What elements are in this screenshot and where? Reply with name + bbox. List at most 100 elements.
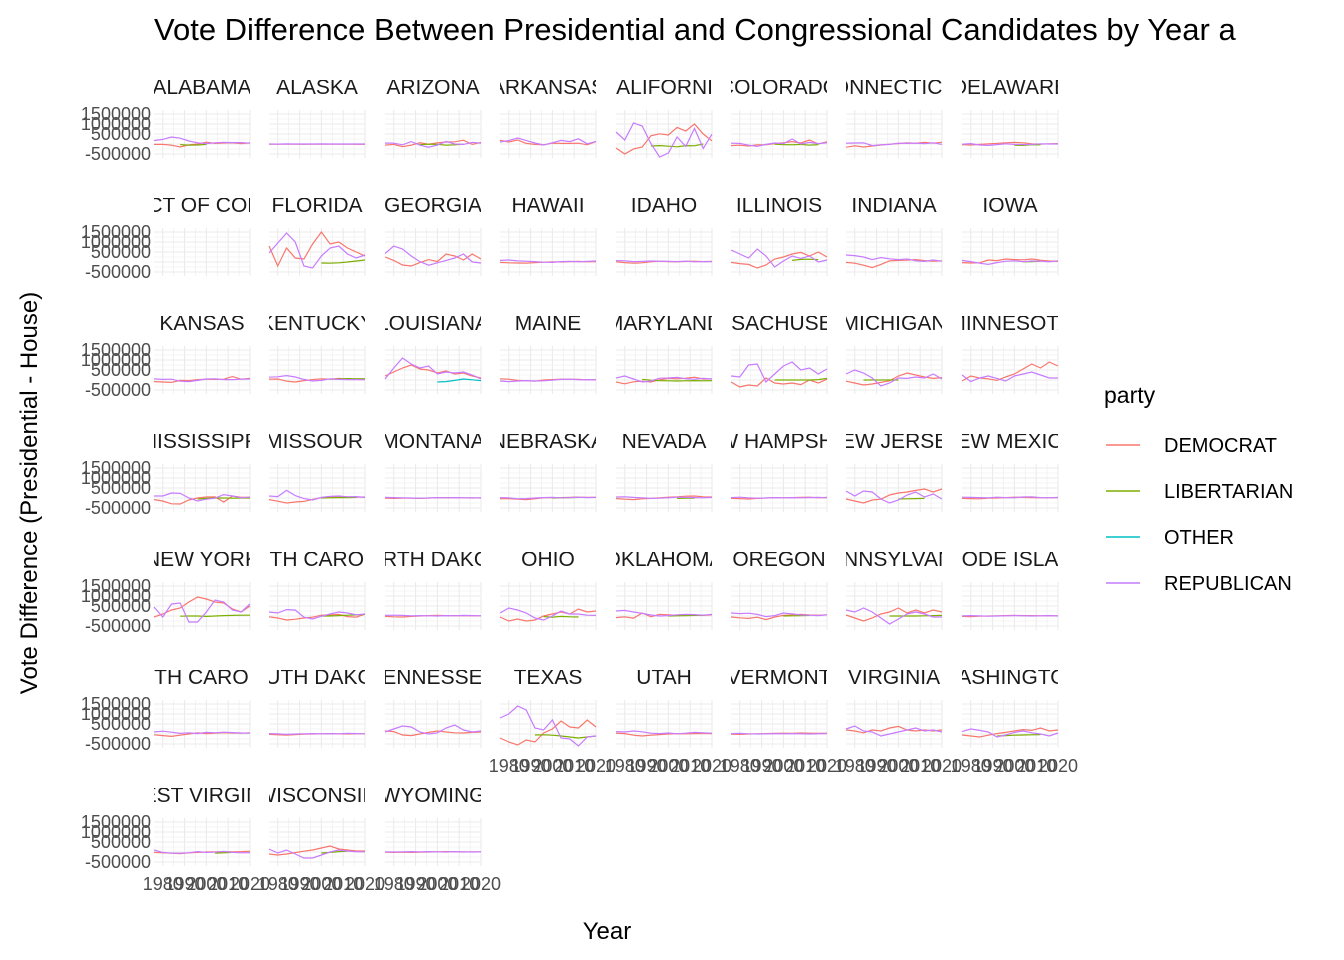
facet-strip-label: TENNESSEE <box>369 666 496 689</box>
series-line-democrat <box>961 727 1059 738</box>
series-line-republican <box>384 245 482 266</box>
x-tick-label: 1980 <box>143 874 183 894</box>
panel-grid <box>731 464 828 512</box>
series-line-democrat <box>615 732 713 737</box>
series-line-libertarian <box>321 259 366 264</box>
series-line-republican <box>268 848 365 859</box>
panel-grid <box>385 110 482 158</box>
y-tick-label: 1500000 <box>81 340 151 360</box>
series-line-republican <box>961 371 1058 383</box>
facet-strip-label: NEVADA <box>622 430 707 453</box>
series-line-democrat <box>615 376 713 385</box>
legend-title: party <box>1104 382 1156 408</box>
series-line-democrat <box>268 845 365 856</box>
x-tick-label: 2010 <box>439 874 479 894</box>
series-line-republican <box>154 492 251 502</box>
x-tick-label: 2010 <box>208 874 248 894</box>
series-line-republican <box>615 260 712 263</box>
panel-grid <box>154 228 251 276</box>
panel-grid <box>269 818 366 866</box>
series-line-republican <box>153 849 251 854</box>
series-line-libertarian <box>774 377 828 381</box>
facet-strip-label: MARYLAND <box>606 312 722 335</box>
facet-strip-label: NEW JERSEY <box>826 430 963 453</box>
legend-label: REPUBLICAN <box>1164 573 1292 595</box>
series-line-libertarian <box>650 143 704 148</box>
x-tick-label: 1980 <box>258 874 298 894</box>
series-line-libertarian <box>898 497 925 500</box>
series-line-republican <box>268 489 366 501</box>
x-tick-label: 1990 <box>165 874 205 894</box>
panel-grid <box>731 700 828 748</box>
series-line-republican <box>384 496 482 499</box>
series-line-republican <box>961 614 1059 617</box>
facet-panels: ALABAMA-50000050000010000001500000ALASKA… <box>81 76 1078 894</box>
facet-strip-label: HAWAII <box>511 194 584 217</box>
facet-strip-label: ILLINOIS <box>736 194 822 217</box>
facet-strip-label: ARIZONA <box>386 76 479 99</box>
panel-grid <box>500 228 597 276</box>
legend-label: LIBERTARIAN <box>1164 481 1293 503</box>
series-line-republican <box>845 254 943 263</box>
facet-panel: OHIO <box>499 552 597 630</box>
series-line-democrat <box>499 719 597 746</box>
series-line-libertarian <box>419 143 464 146</box>
panel-grid <box>500 110 597 158</box>
legend: party DEMOCRAT LIBERTARIAN OTHER REPUBLICAN <box>1104 382 1293 595</box>
facet-panel: OREGON <box>730 548 828 630</box>
x-tick-label: 2000 <box>648 756 688 776</box>
facet-strip-label: KENTUCKY <box>260 312 374 335</box>
x-tick-label: 2000 <box>878 756 918 776</box>
series-line-democrat <box>499 608 597 622</box>
y-tick-label: -500000 <box>85 498 151 518</box>
series-line-libertarian <box>180 143 207 146</box>
panel-grid <box>846 700 943 748</box>
panel-grid <box>962 346 1059 394</box>
facet-panel: WEST VIRGINIA -50000050000010000001500000… <box>81 788 270 894</box>
facet-panel: NORTH DAKOTA <box>384 552 482 630</box>
facet-panel: LOUISIANA <box>384 316 482 394</box>
series-line-republican <box>268 608 366 620</box>
series-line-republican <box>615 609 713 617</box>
series-line-democrat <box>845 607 943 622</box>
facet-strip-label: MONTANA <box>381 430 484 453</box>
x-tick-label: 2020 <box>1038 756 1078 776</box>
facet-strip-label: KANSAS <box>159 312 244 335</box>
facet-strip-label: ARKANSAS <box>491 76 605 99</box>
facet-panel: IDAHO <box>615 194 713 276</box>
series-line-republican <box>730 612 828 618</box>
legend-label: OTHER <box>1164 527 1234 549</box>
series-line-republican <box>730 732 828 735</box>
series-line-republican <box>615 375 713 383</box>
facet-panel: CONNECTICUT <box>845 80 943 158</box>
series-line-democrat <box>615 123 713 155</box>
x-tick-label: 1990 <box>280 874 320 894</box>
panel-grid <box>269 464 366 512</box>
facet-panel: MICHIGAN <box>845 316 943 394</box>
panel-grid <box>731 110 828 158</box>
series-line-libertarian <box>889 614 943 617</box>
x-tick-label: 2020 <box>345 874 385 894</box>
panel-grid <box>616 700 713 748</box>
panel-grid <box>269 700 366 748</box>
series-line-democrat <box>153 596 251 618</box>
series-line-democrat <box>268 613 366 621</box>
facet-panel: MARYLAND <box>606 312 722 394</box>
facet-strip-label: NEW HAMPSHIRE <box>689 430 869 453</box>
facet-strip-label: IDAHO <box>631 194 698 217</box>
chart-title: Vote Difference Between Presidential and… <box>154 12 1236 47</box>
series-line-republican <box>268 732 366 736</box>
y-tick-label: 1500000 <box>81 104 151 124</box>
series-line-republican <box>384 357 482 380</box>
panel-grid <box>962 228 1059 276</box>
panel-grid <box>846 110 943 158</box>
facet-strip-label: IOWA <box>982 194 1037 217</box>
series-line-other <box>437 378 482 383</box>
facet-panel: INDIANA <box>845 198 943 276</box>
facet-strip-label: OREGON <box>732 548 825 571</box>
